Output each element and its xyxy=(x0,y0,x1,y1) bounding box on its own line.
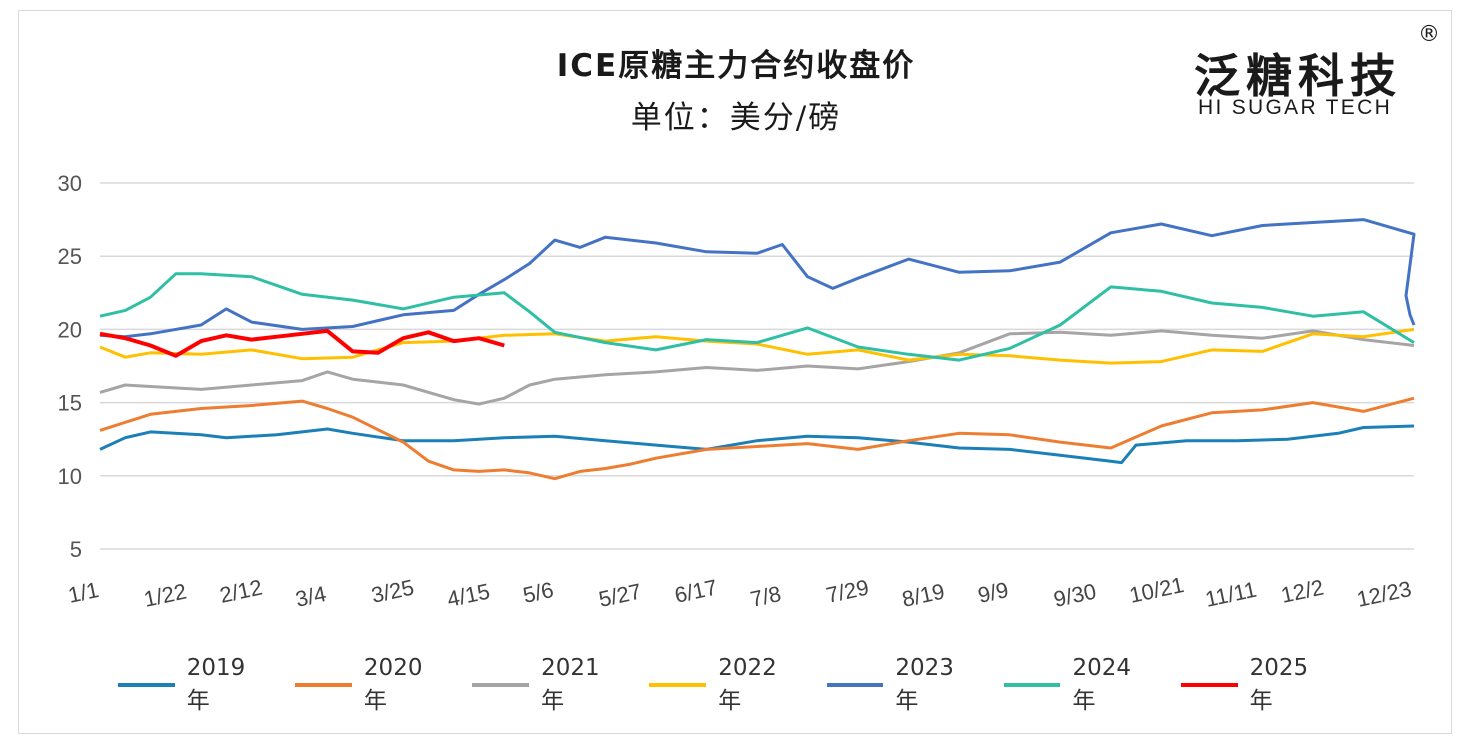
chart-frame xyxy=(18,10,1452,734)
legend-item: 2021年 xyxy=(472,655,613,715)
legend-swatch xyxy=(1180,683,1238,687)
legend-swatch xyxy=(649,683,707,687)
series-line-7 xyxy=(99,328,505,358)
y-tick-label: 5 xyxy=(70,537,82,562)
x-tick-label: 3/4 xyxy=(293,581,328,612)
legend-item: 2023年 xyxy=(826,655,968,715)
legend-swatch xyxy=(472,683,530,687)
x-tick-label: 8/19 xyxy=(900,579,947,612)
x-tick-label: 12/23 xyxy=(1355,576,1414,612)
legend-item: 2020年 xyxy=(295,655,436,715)
legend-label: 2021年 xyxy=(541,655,600,714)
chart-title: ICE原糖主力合约收盘价 xyxy=(556,48,916,84)
legend-item: 2024年 xyxy=(1003,655,1145,715)
y-tick-label: 25 xyxy=(58,244,82,269)
brand-logo: 泛糖科技 ® HI SUGAR TECH xyxy=(1190,22,1440,126)
series-line-1 xyxy=(99,424,1415,465)
x-axis-ticks: 1/1 1/22 2/12 3/4 3/25 4/15 5/6 5/27 6/17 7/8 7/29… xyxy=(66,572,1414,612)
x-tick-label: 7/29 xyxy=(824,575,871,608)
y-axis-ticks: 5 10 15 20 25 30 xyxy=(58,171,82,562)
x-tick-label: 7/8 xyxy=(748,581,783,612)
x-tick-label: 5/6 xyxy=(521,577,556,608)
series-line-5 xyxy=(99,218,1416,339)
x-tick-label: 4/15 xyxy=(445,579,492,612)
series-lines xyxy=(99,218,1416,481)
logo-english-text: HI SUGAR TECH xyxy=(1198,96,1393,119)
registered-mark: ® xyxy=(1418,22,1440,47)
series-line-3 xyxy=(99,329,1415,406)
legend-label: 2022年 xyxy=(718,655,777,714)
legend-item: 2019年 xyxy=(118,655,259,715)
chart-legend: 2019年 2020年 2021年 2022年 2023年 2024年 2025年 xyxy=(118,655,1358,714)
y-tick-label: 10 xyxy=(58,464,82,489)
x-tick-label: 6/17 xyxy=(672,575,719,608)
legend-swatch xyxy=(826,683,884,687)
legend-label: 2019年 xyxy=(186,655,246,714)
logo-chinese-text: 泛糖科技 xyxy=(1194,49,1402,103)
x-tick-label: 5/27 xyxy=(596,579,643,612)
legend-label: 2020年 xyxy=(363,655,423,714)
x-tick-label: 12/2 xyxy=(1279,575,1326,608)
y-tick-label: 15 xyxy=(58,391,82,416)
legend-swatch xyxy=(118,683,175,687)
legend-label: 2025年 xyxy=(1249,655,1309,714)
y-tick-label: 20 xyxy=(58,317,82,342)
series-line-2 xyxy=(99,396,1415,481)
x-tick-label: 1/22 xyxy=(142,579,189,612)
legend-swatch xyxy=(1003,683,1061,687)
legend-label: 2024年 xyxy=(1072,655,1132,714)
legend-swatch xyxy=(295,683,352,687)
legend-item: 2025年 xyxy=(1180,655,1322,715)
x-tick-label: 3/25 xyxy=(369,575,416,608)
legend-item: 2022年 xyxy=(649,655,790,715)
x-tick-label: 9/30 xyxy=(1051,579,1098,612)
x-tick-label: 11/11 xyxy=(1203,577,1259,612)
series-line-6 xyxy=(99,272,1415,362)
x-tick-label: 2/12 xyxy=(217,575,264,608)
x-tick-label: 10/21 xyxy=(1127,572,1186,608)
x-tick-label: 9/9 xyxy=(976,577,1011,608)
y-tick-label: 30 xyxy=(58,171,82,196)
chart-subtitle: 单位：美分/磅 xyxy=(630,100,842,136)
legend-label: 2023年 xyxy=(895,655,954,714)
x-tick-label: 1/1 xyxy=(66,577,101,608)
gridlines xyxy=(100,182,1414,550)
